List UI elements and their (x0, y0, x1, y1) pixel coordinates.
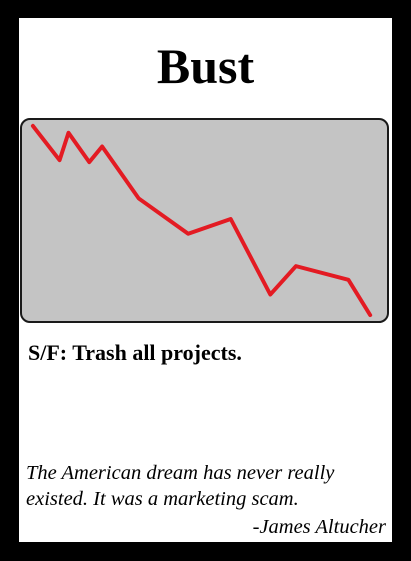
flavor-line: The American dream has never really (26, 462, 335, 484)
card-title: Bust (156, 38, 255, 94)
flavor-line: existed. It was a marketing scam. (26, 488, 299, 510)
declining-line-graph-icon (30, 123, 373, 318)
flavor-attribution: -James Altucher (252, 516, 386, 538)
card-ability-text: S/F: Trash all projects. (28, 340, 242, 365)
card-illustration (20, 118, 389, 323)
card-flavor-text: The American dream has never really exis… (26, 460, 391, 512)
trend-line (30, 123, 373, 318)
